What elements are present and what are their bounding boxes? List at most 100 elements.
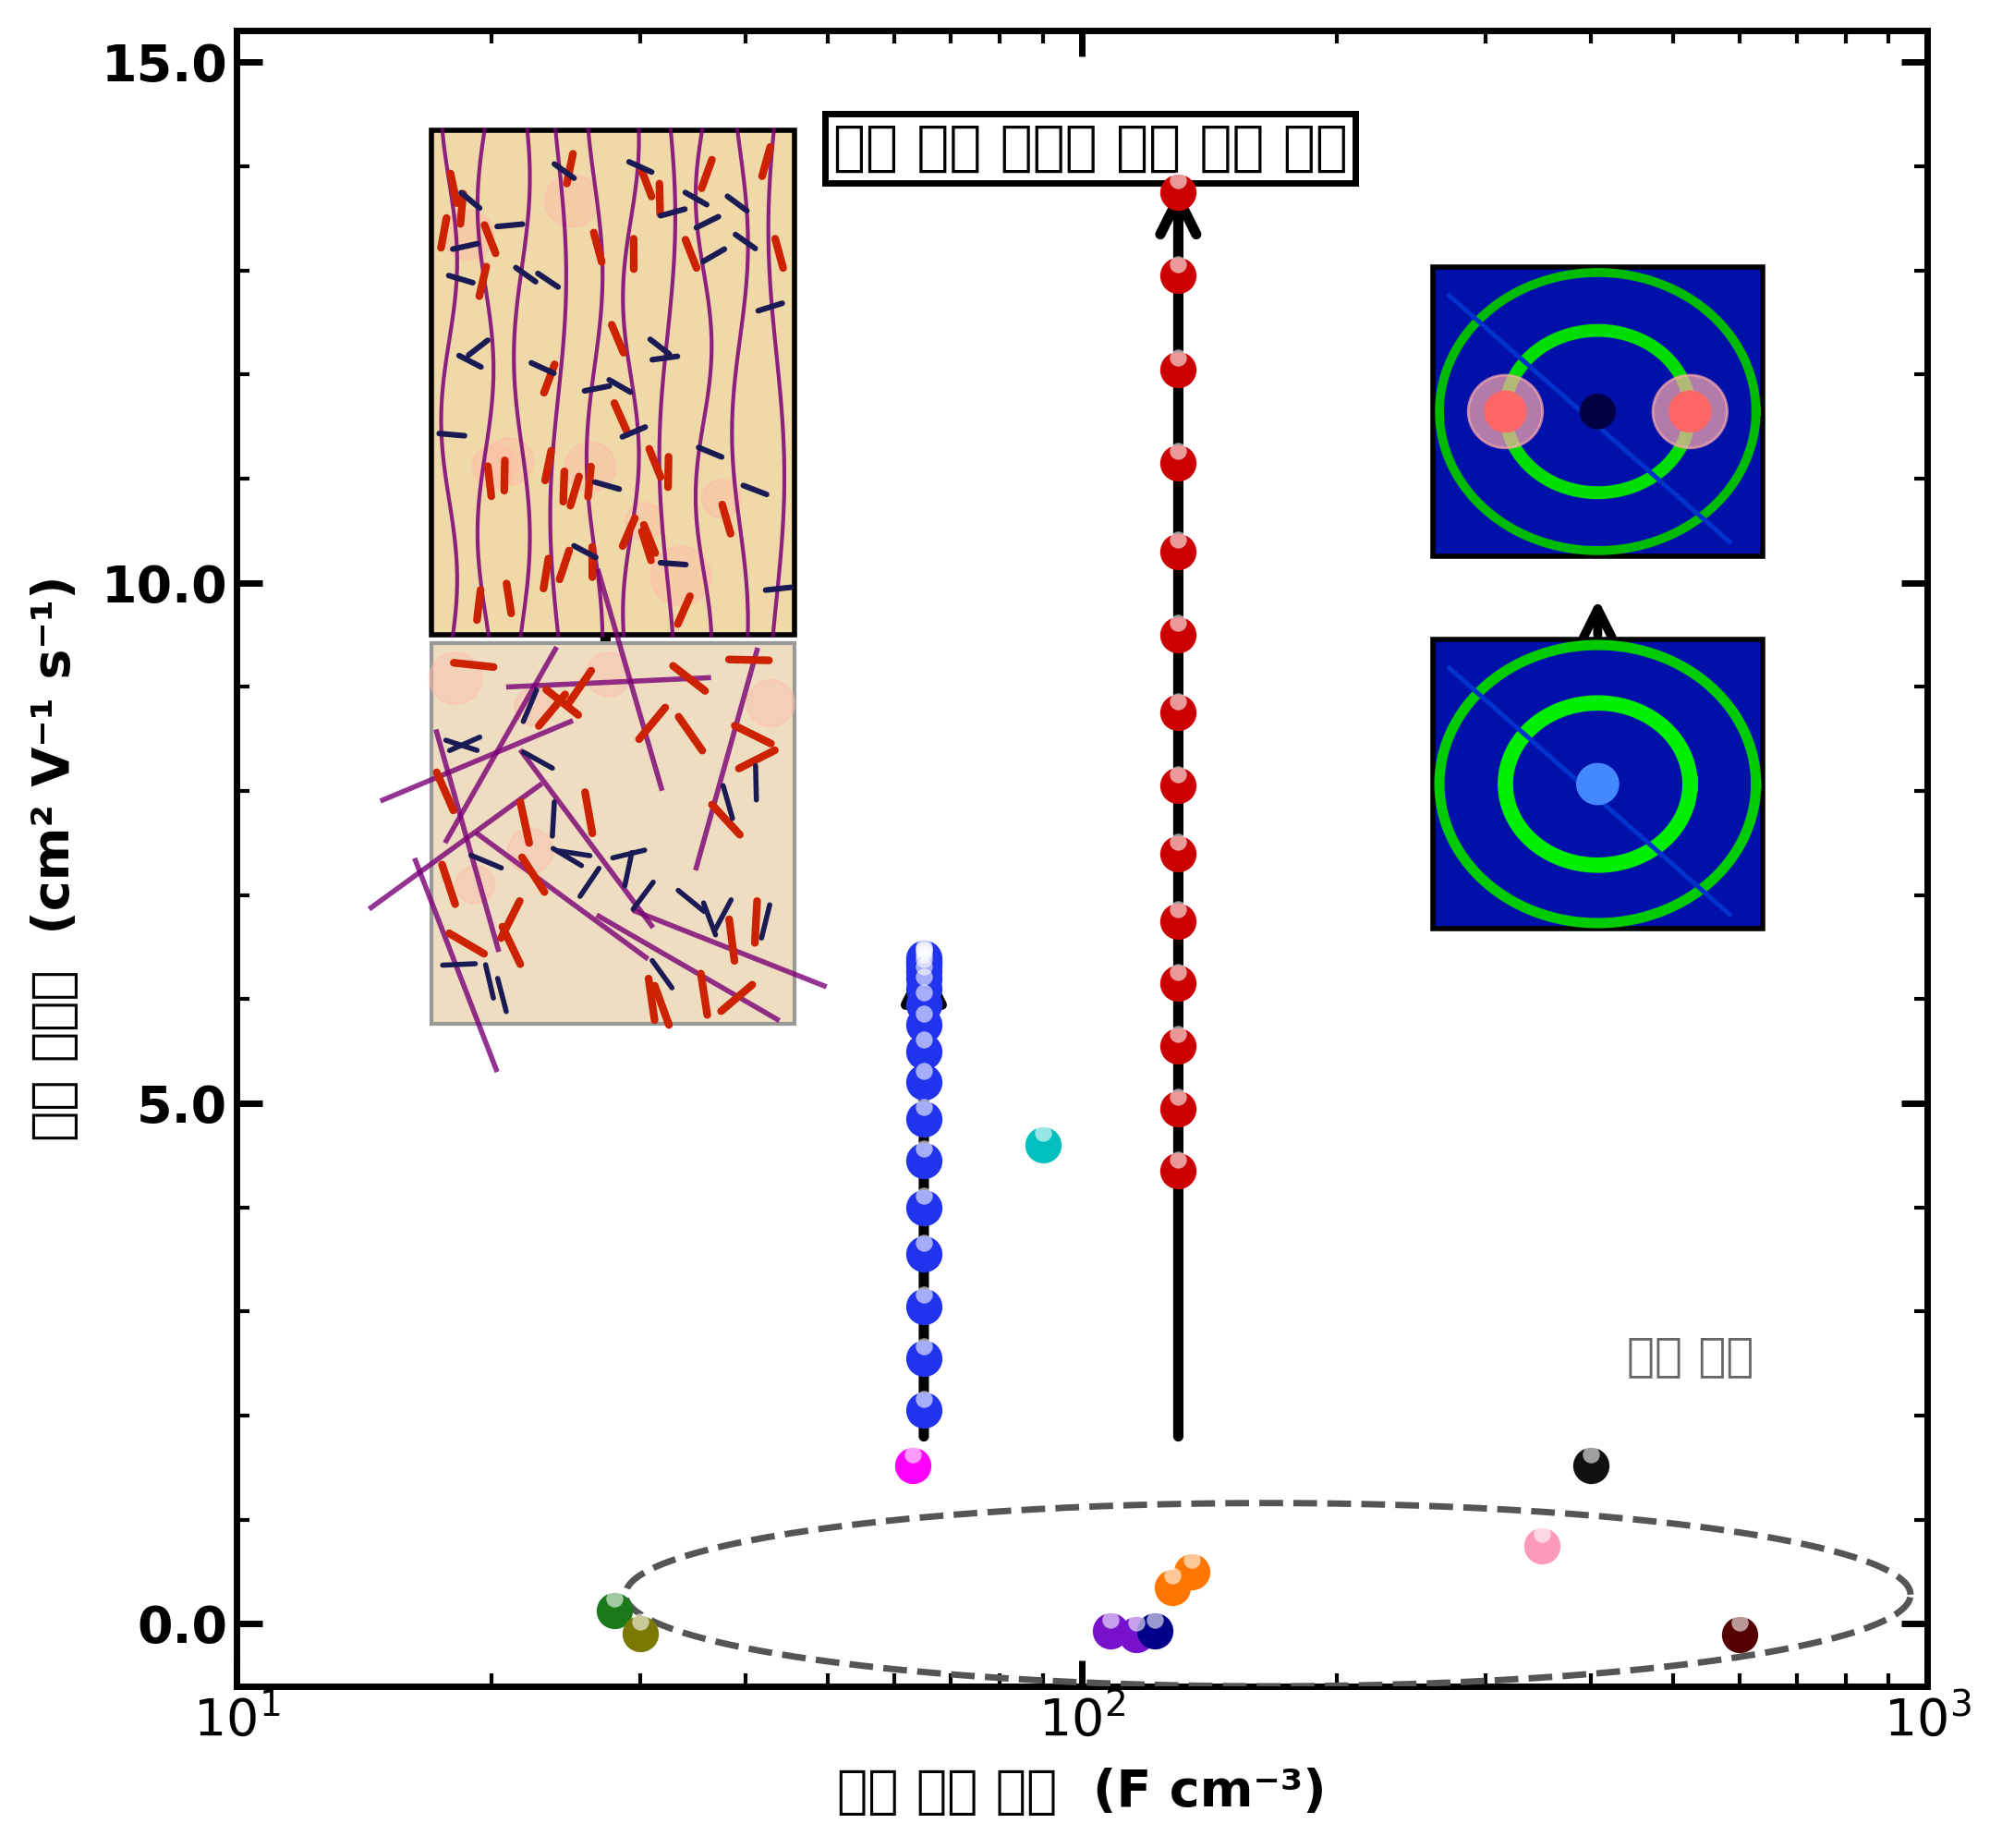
Point [1139,1604,1171,1634]
Point [907,1092,939,1122]
Point [907,946,939,976]
Point [897,1440,929,1469]
Circle shape [1467,375,1544,447]
Circle shape [472,445,517,488]
Circle shape [1485,392,1526,431]
Circle shape [430,652,482,704]
Point [1163,1020,1195,1050]
Point [907,998,939,1027]
Point [907,963,939,992]
Point [907,1011,939,1040]
Circle shape [565,442,617,492]
Bar [1433,639,1762,930]
Point [907,1292,939,1321]
Point [1163,894,1195,924]
Point [1163,1144,1195,1173]
Point [907,1037,939,1066]
Point [1163,447,1195,477]
Point [907,937,939,967]
Point [907,1227,939,1257]
Point [1175,1558,1207,1587]
Point [1576,1440,1608,1469]
Point [907,935,939,965]
Point [1163,839,1195,869]
Point [1163,1094,1195,1124]
Point [1027,1118,1059,1148]
Point [1095,1604,1127,1634]
Point [599,1595,631,1624]
Point [907,1181,939,1210]
Point [1526,1519,1558,1549]
Point [907,963,939,992]
Point [907,952,939,981]
Point [1121,1608,1153,1637]
Circle shape [1670,392,1710,431]
Point [1163,355,1195,384]
Circle shape [456,867,494,904]
Circle shape [515,687,555,726]
Point [897,1451,929,1480]
Point [1163,436,1195,466]
Circle shape [442,211,492,259]
Point [1163,686,1195,715]
Point [625,1606,657,1635]
Bar [430,129,795,636]
X-axis label: 체적 정전 용량  (F cm⁻³): 체적 정전 용량 (F cm⁻³) [837,1767,1327,1817]
Point [1139,1617,1171,1647]
Point [1163,968,1195,998]
Point [1163,771,1195,800]
Point [1526,1530,1558,1560]
Point [1724,1619,1756,1648]
Point [907,1026,939,1055]
Point [625,1619,657,1648]
Point [907,1135,939,1164]
Point [1163,826,1195,856]
Point [1163,760,1195,789]
Text: 변형 제어 공학을 통한 특성 향상: 변형 제어 공학을 통한 특성 향상 [833,122,1347,174]
Bar [430,643,795,1024]
Point [907,939,939,968]
Point [1163,1157,1195,1186]
Point [907,1055,939,1085]
Point [1175,1545,1207,1574]
Point [907,1395,939,1425]
Circle shape [545,174,599,227]
Point [907,1343,939,1373]
Point [1163,166,1195,196]
Circle shape [509,830,553,872]
Point [907,1281,939,1310]
Point [1157,1573,1189,1602]
Point [907,1384,939,1414]
Point [599,1584,631,1613]
Point [1163,261,1195,290]
Point [1163,1031,1195,1061]
Point [907,1103,939,1133]
Y-axis label: 전하 이동도  (cm² V⁻¹ s⁻¹): 전하 이동도 (cm² V⁻¹ s⁻¹) [30,575,80,1142]
Circle shape [627,503,665,540]
Point [1027,1131,1059,1161]
Point [907,1332,939,1362]
Circle shape [1582,395,1614,429]
Point [907,931,939,961]
Point [1163,619,1195,649]
Point [1157,1562,1189,1591]
Point [1163,957,1195,987]
Circle shape [484,438,533,486]
Point [1163,344,1195,373]
Point [907,974,939,1003]
Circle shape [651,547,711,606]
Point [1095,1617,1127,1647]
Point [907,1240,939,1270]
Point [1163,608,1195,638]
Point [907,978,939,1007]
Circle shape [1654,375,1728,447]
Point [907,944,939,974]
Point [1163,699,1195,728]
Point [1163,1083,1195,1112]
Circle shape [587,652,631,697]
Point [907,948,939,978]
Circle shape [1578,765,1618,804]
Point [1163,177,1195,207]
Point [907,944,939,974]
Bar [1433,266,1762,556]
